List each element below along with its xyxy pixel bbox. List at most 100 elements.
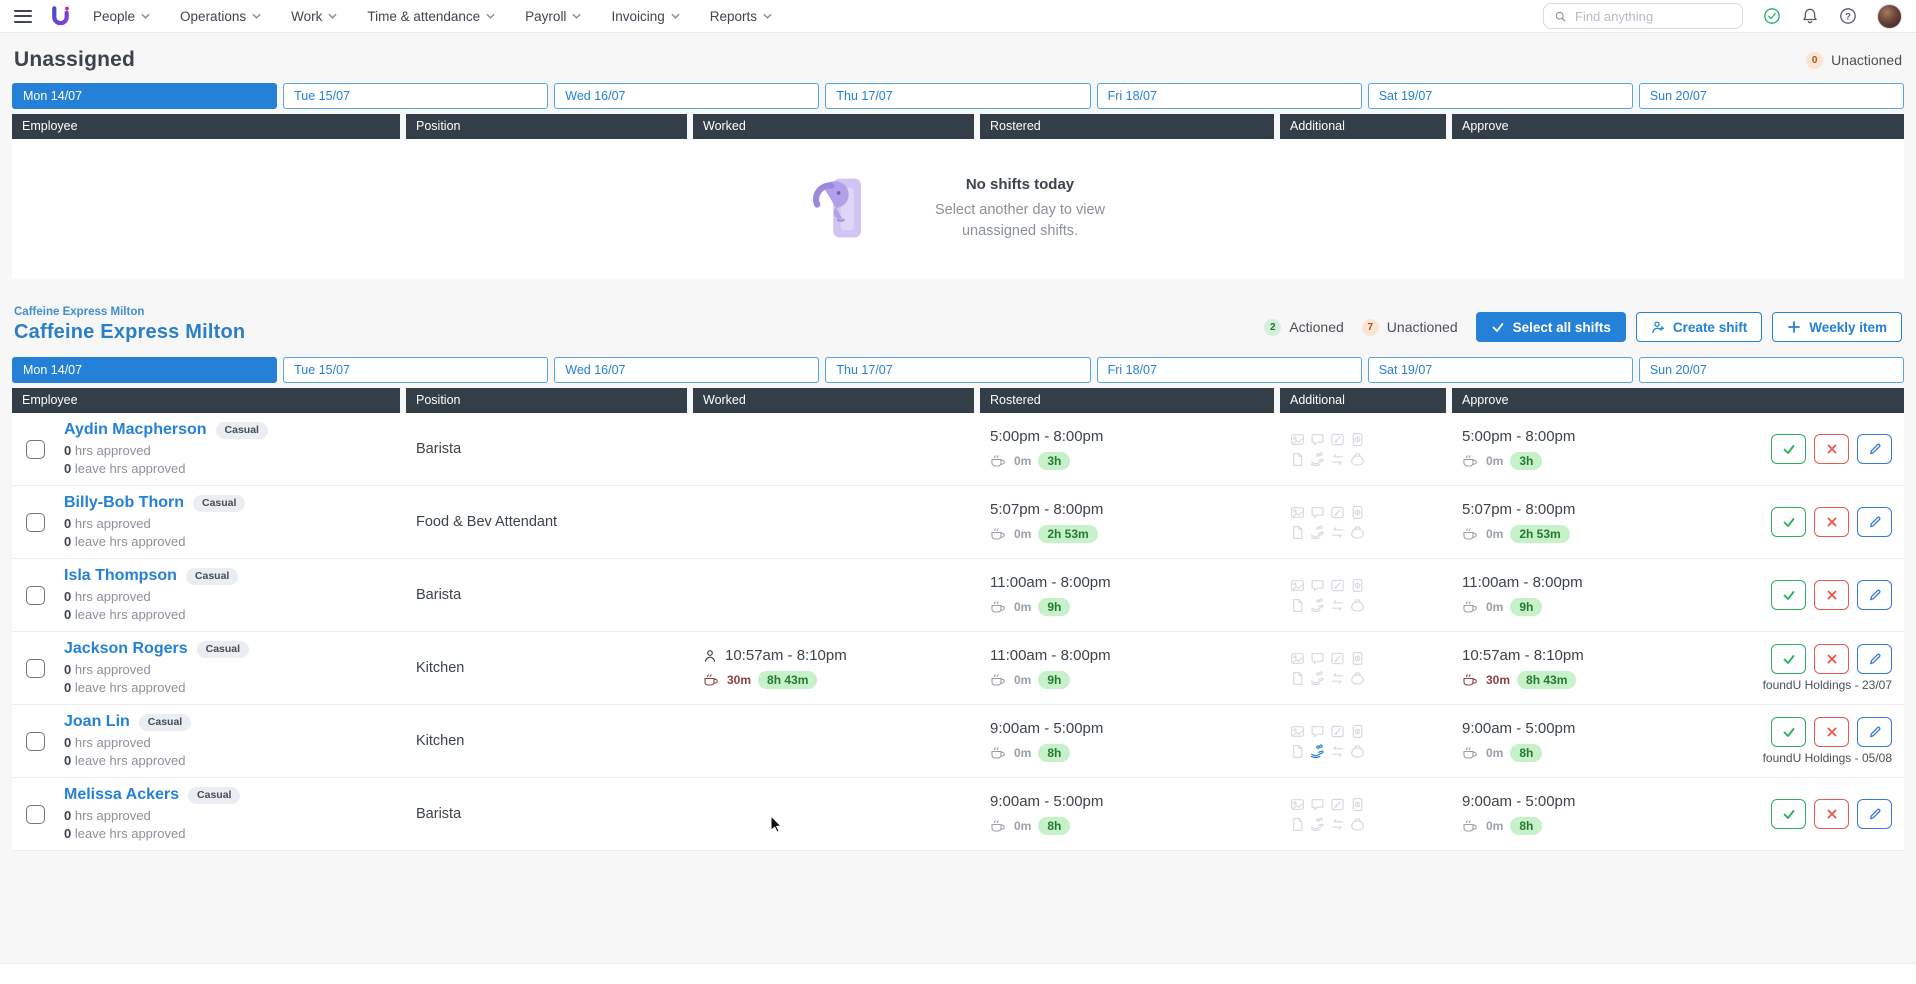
- foundu-logo[interactable]: [50, 5, 71, 28]
- edit-shift-button[interactable]: [1857, 644, 1892, 674]
- help-icon[interactable]: ?: [1839, 7, 1857, 25]
- row-checkbox[interactable]: [26, 440, 45, 459]
- reject-shift-button[interactable]: [1814, 717, 1849, 747]
- note-edit-icon[interactable]: [1330, 724, 1350, 739]
- money-bag-icon[interactable]: [1350, 525, 1370, 540]
- approve-shift-button[interactable]: [1771, 580, 1806, 610]
- nav-item-invoicing[interactable]: Invoicing: [611, 9, 679, 24]
- note-edit-icon[interactable]: [1330, 797, 1350, 812]
- document-icon[interactable]: [1290, 452, 1310, 467]
- note-edit-icon[interactable]: [1330, 505, 1350, 520]
- employee-name-link[interactable]: Aydin Macpherson: [64, 421, 207, 439]
- reject-shift-button[interactable]: [1814, 799, 1849, 829]
- day-tab-sat-19-07[interactable]: Sat 19/07: [1368, 83, 1633, 109]
- comment-icon[interactable]: [1310, 432, 1330, 447]
- hand-coins-icon[interactable]: [1310, 671, 1330, 686]
- day-tab-thu-17-07[interactable]: Thu 17/07: [825, 357, 1090, 383]
- receipt-icon[interactable]: [1350, 432, 1370, 447]
- weekly-item-button[interactable]: Weekly item: [1772, 312, 1902, 342]
- approve-shift-button[interactable]: [1771, 644, 1806, 674]
- comment-icon[interactable]: [1310, 724, 1330, 739]
- select-all-shifts-button[interactable]: Select all shifts: [1476, 312, 1626, 342]
- row-checkbox[interactable]: [26, 659, 45, 678]
- document-icon[interactable]: [1290, 671, 1310, 686]
- edit-shift-button[interactable]: [1857, 717, 1892, 747]
- comment-icon[interactable]: [1310, 578, 1330, 593]
- comment-icon[interactable]: [1310, 505, 1330, 520]
- nav-item-reports[interactable]: Reports: [710, 9, 772, 24]
- day-tab-wed-16-07[interactable]: Wed 16/07: [554, 357, 819, 383]
- day-tab-sun-20-07[interactable]: Sun 20/07: [1639, 83, 1904, 109]
- employee-name-link[interactable]: Billy-Bob Thorn: [64, 494, 184, 512]
- row-checkbox[interactable]: [26, 513, 45, 532]
- employee-name-link[interactable]: Jackson Rogers: [64, 640, 188, 658]
- photo-icon[interactable]: [1290, 651, 1310, 666]
- row-checkbox[interactable]: [26, 586, 45, 605]
- row-checkbox[interactable]: [26, 732, 45, 751]
- employee-name-link[interactable]: Joan Lin: [64, 713, 130, 731]
- money-bag-icon[interactable]: [1350, 744, 1370, 759]
- receipt-icon[interactable]: [1350, 724, 1370, 739]
- approve-shift-button[interactable]: [1771, 434, 1806, 464]
- bell-icon[interactable]: [1801, 7, 1819, 25]
- employee-name-link[interactable]: Melissa Ackers: [64, 786, 179, 804]
- check-circle-icon[interactable]: [1763, 7, 1781, 25]
- create-shift-button[interactable]: Create shift: [1636, 312, 1762, 342]
- hand-coins-icon[interactable]: [1310, 817, 1330, 832]
- day-tab-wed-16-07[interactable]: Wed 16/07: [554, 83, 819, 109]
- money-bag-icon[interactable]: [1350, 452, 1370, 467]
- photo-icon[interactable]: [1290, 505, 1310, 520]
- document-icon[interactable]: [1290, 598, 1310, 613]
- money-bag-icon[interactable]: [1350, 817, 1370, 832]
- approve-shift-button[interactable]: [1771, 507, 1806, 537]
- money-bag-icon[interactable]: [1350, 598, 1370, 613]
- receipt-icon[interactable]: [1350, 797, 1370, 812]
- comment-icon[interactable]: [1310, 651, 1330, 666]
- hamburger-menu-icon[interactable]: [14, 10, 32, 23]
- document-icon[interactable]: [1290, 744, 1310, 759]
- day-tab-sun-20-07[interactable]: Sun 20/07: [1639, 357, 1904, 383]
- hand-coins-icon[interactable]: [1310, 525, 1330, 540]
- nav-item-people[interactable]: People: [93, 9, 150, 24]
- day-tab-tue-15-07[interactable]: Tue 15/07: [283, 83, 548, 109]
- photo-icon[interactable]: [1290, 797, 1310, 812]
- day-tab-fri-18-07[interactable]: Fri 18/07: [1097, 83, 1362, 109]
- comment-icon[interactable]: [1310, 797, 1330, 812]
- money-bag-icon[interactable]: [1350, 671, 1370, 686]
- receipt-icon[interactable]: [1350, 651, 1370, 666]
- hand-coins-icon[interactable]: [1310, 744, 1330, 759]
- nav-item-operations[interactable]: Operations: [180, 9, 261, 24]
- document-icon[interactable]: [1290, 525, 1310, 540]
- approve-shift-button[interactable]: [1771, 717, 1806, 747]
- edit-shift-button[interactable]: [1857, 799, 1892, 829]
- day-tab-mon-14-07[interactable]: Mon 14/07: [12, 357, 277, 383]
- note-edit-icon[interactable]: [1330, 578, 1350, 593]
- user-avatar[interactable]: [1877, 4, 1902, 29]
- reject-shift-button[interactable]: [1814, 507, 1849, 537]
- photo-icon[interactable]: [1290, 724, 1310, 739]
- transfer-icon[interactable]: [1330, 525, 1350, 540]
- day-tab-tue-15-07[interactable]: Tue 15/07: [283, 357, 548, 383]
- transfer-icon[interactable]: [1330, 817, 1350, 832]
- transfer-icon[interactable]: [1330, 744, 1350, 759]
- document-icon[interactable]: [1290, 817, 1310, 832]
- edit-shift-button[interactable]: [1857, 434, 1892, 464]
- transfer-icon[interactable]: [1330, 598, 1350, 613]
- hand-coins-icon[interactable]: [1310, 452, 1330, 467]
- receipt-icon[interactable]: [1350, 578, 1370, 593]
- venue-breadcrumb[interactable]: Caffeine Express Milton: [14, 306, 245, 318]
- photo-icon[interactable]: [1290, 578, 1310, 593]
- day-tab-thu-17-07[interactable]: Thu 17/07: [825, 83, 1090, 109]
- search-input[interactable]: [1575, 9, 1732, 24]
- day-tab-sat-19-07[interactable]: Sat 19/07: [1368, 357, 1633, 383]
- hand-coins-icon[interactable]: [1310, 598, 1330, 613]
- approve-shift-button[interactable]: [1771, 799, 1806, 829]
- note-edit-icon[interactable]: [1330, 651, 1350, 666]
- day-tab-fri-18-07[interactable]: Fri 18/07: [1097, 357, 1362, 383]
- reject-shift-button[interactable]: [1814, 580, 1849, 610]
- edit-shift-button[interactable]: [1857, 507, 1892, 537]
- nav-item-work[interactable]: Work: [291, 9, 337, 24]
- edit-shift-button[interactable]: [1857, 580, 1892, 610]
- nav-item-time-attendance[interactable]: Time & attendance: [367, 9, 495, 24]
- nav-item-payroll[interactable]: Payroll: [525, 9, 581, 24]
